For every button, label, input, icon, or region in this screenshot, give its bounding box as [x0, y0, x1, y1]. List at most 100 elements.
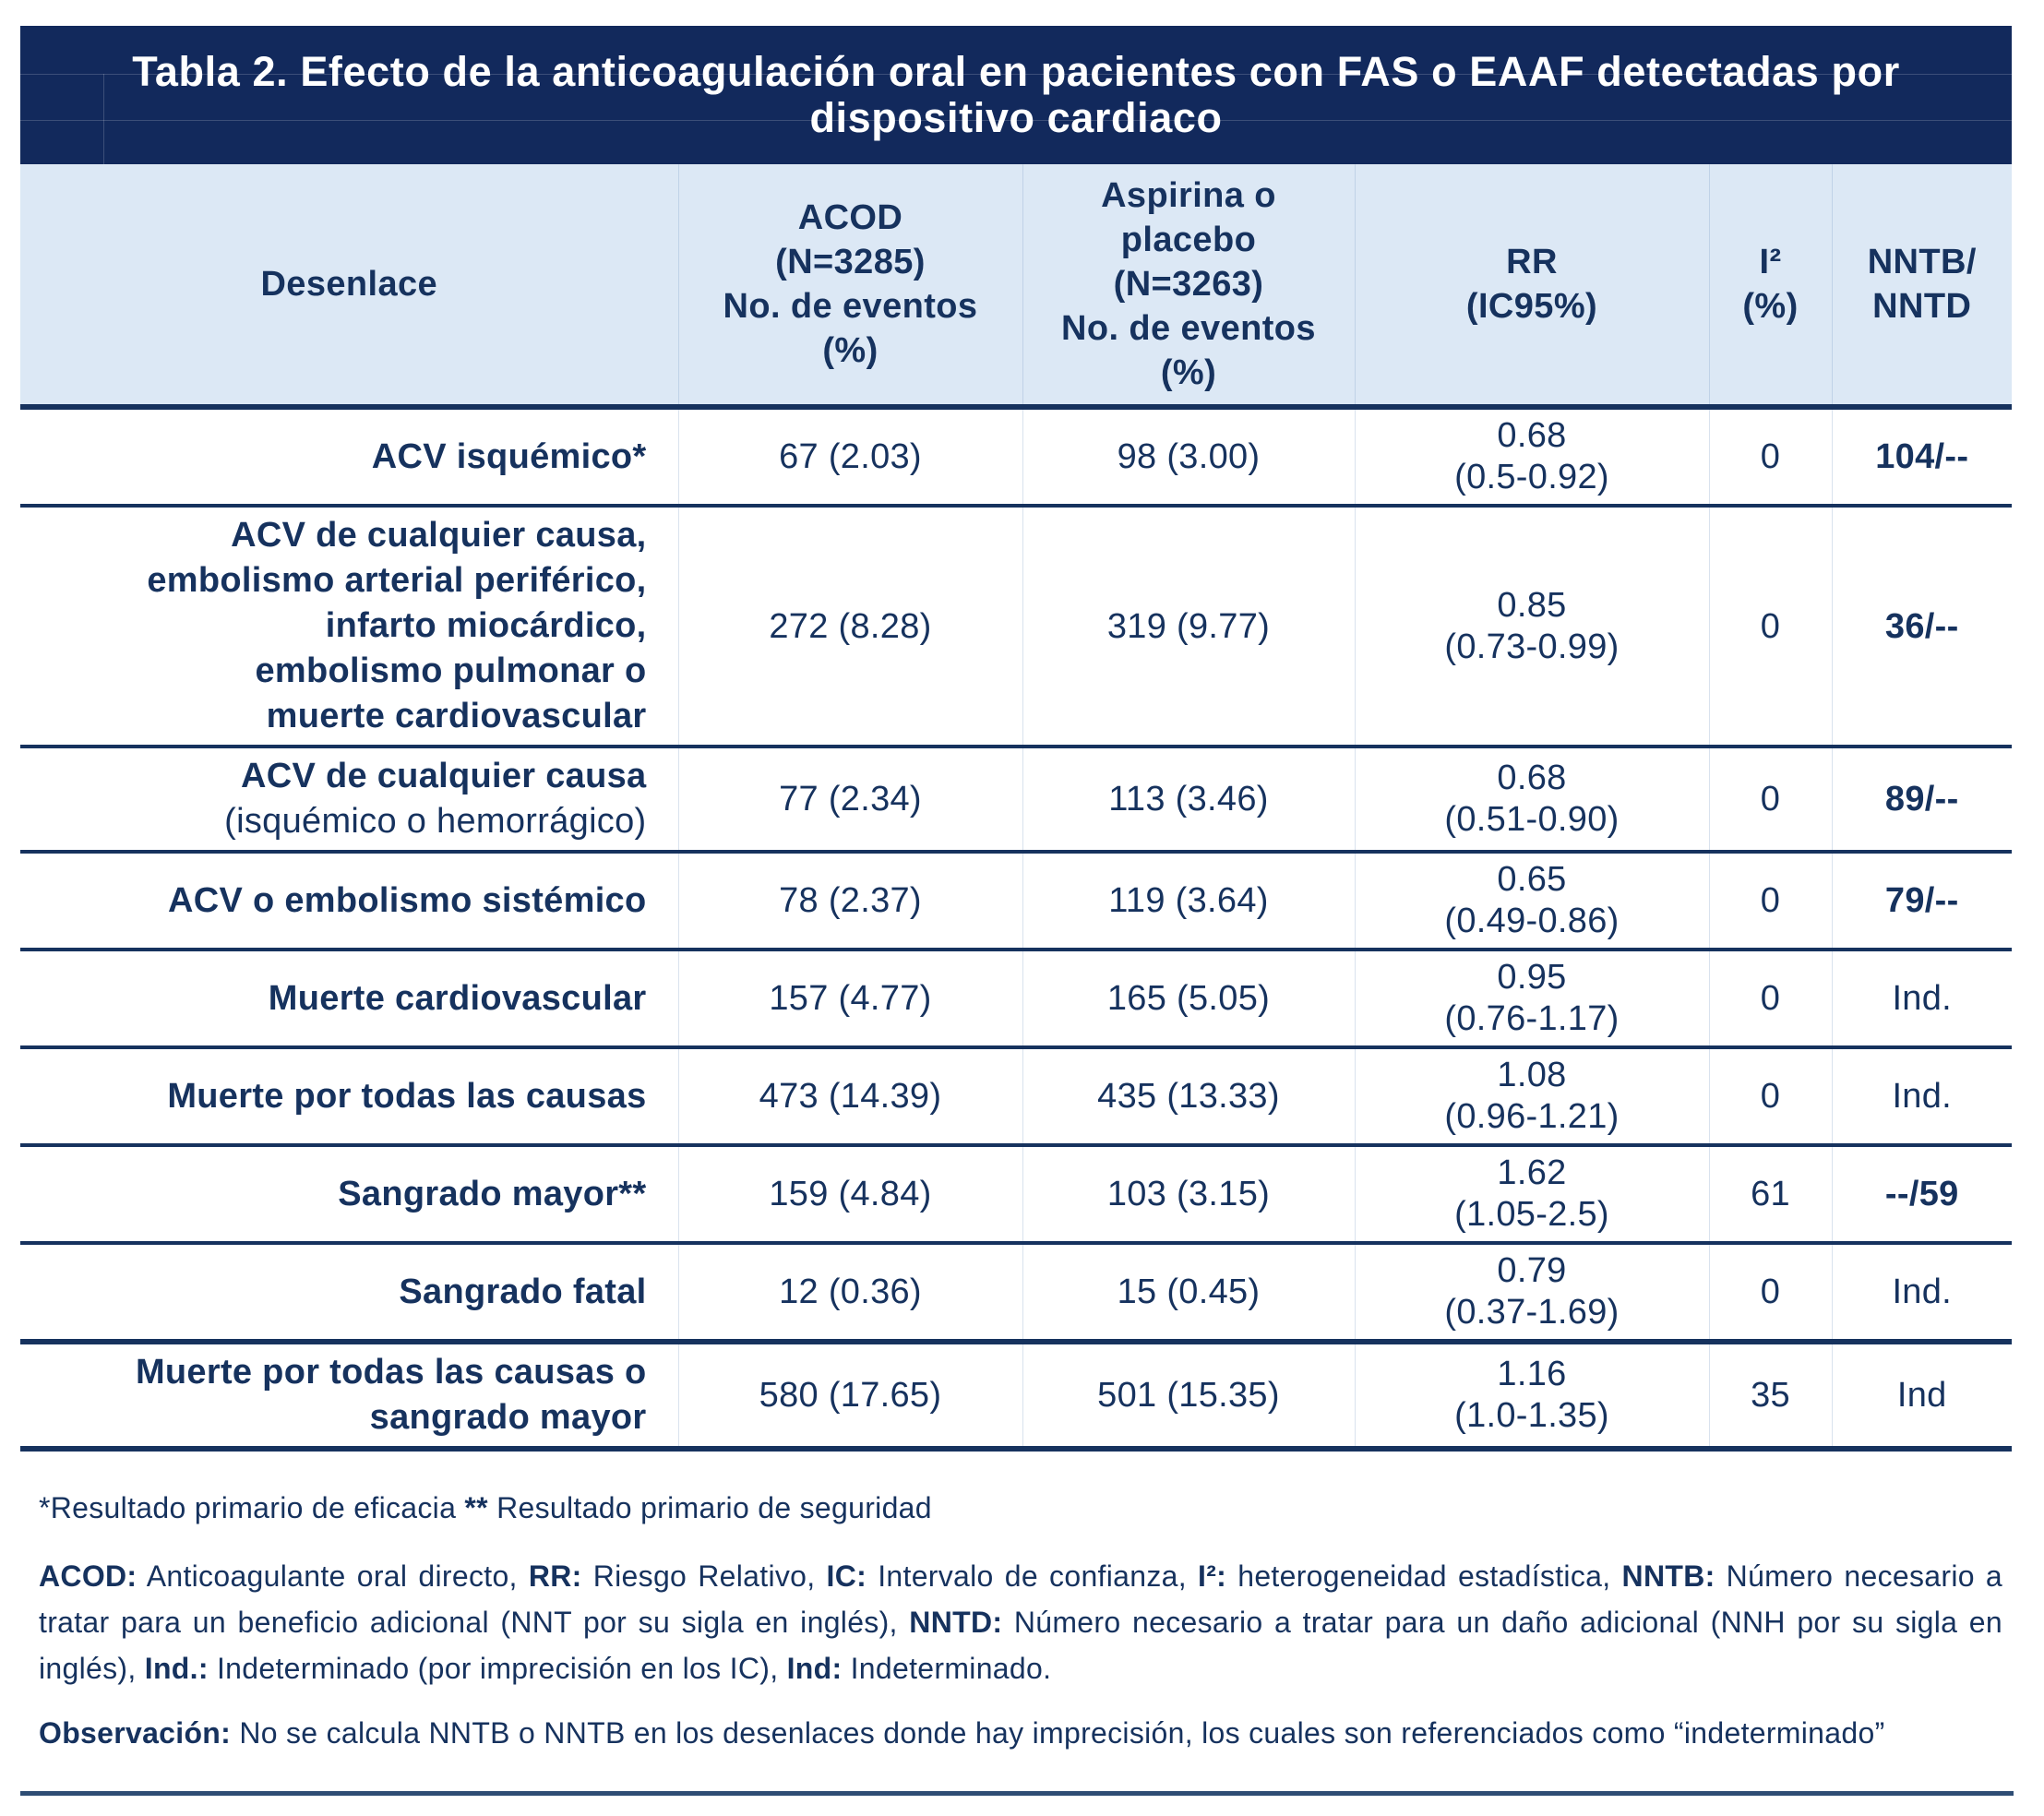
- nntb-value: Ind: [1831, 1342, 2012, 1449]
- i2-value: 0: [1708, 950, 1832, 1047]
- nntb-value: Ind.: [1831, 1243, 2012, 1342]
- footnotes: *Resultado primario de eficacia ** Resul…: [39, 1485, 2002, 1756]
- rr-value: 0.68: [1497, 416, 1567, 455]
- rr-value: 0.79: [1497, 1251, 1567, 1290]
- i2-value: 0: [1708, 506, 1832, 747]
- title-gridline: [20, 120, 2012, 121]
- abbrev-term: I²:: [1198, 1559, 1227, 1593]
- nntb-value: 36/--: [1831, 506, 2012, 747]
- abbrev-term: IC:: [826, 1559, 867, 1593]
- table-row: ACV isquémico* 67 (2.03) 98 (3.00) 0.68(…: [20, 407, 2012, 506]
- observation-label: Observación:: [39, 1716, 232, 1750]
- acod-value: 78 (2.37): [677, 852, 1022, 950]
- table-title: Tabla 2. Efecto de la anticoagulación or…: [20, 26, 2012, 164]
- acod-value: 159 (4.84): [677, 1145, 1022, 1243]
- rr-value: 0.85: [1497, 585, 1567, 625]
- rr-cell: 0.79 (0.37-1.69): [1354, 1243, 1709, 1342]
- acod-value: 157 (4.77): [677, 950, 1022, 1047]
- table-row: Muerte por todas las causas o sangrado m…: [20, 1342, 2012, 1449]
- col-header-acod: ACOD (N=3285) No. de eventos (%): [677, 164, 1022, 407]
- table-body: ACV isquémico* 67 (2.03) 98 (3.00) 0.68(…: [20, 407, 2012, 1449]
- outcome-cell: ACV de cualquier causa (isquémico o hemor…: [20, 747, 678, 852]
- rr-cell: 0.65 (0.49-0.86): [1354, 852, 1709, 950]
- outcome-cell: Sangrado mayor**: [20, 1145, 678, 1243]
- outcome-cell: Muerte por todas las causas o sangrado m…: [20, 1342, 678, 1449]
- col-header-nntb: NNTB/ NNTD: [1831, 164, 2012, 407]
- aspirin-value: 501 (15.35): [1022, 1342, 1355, 1449]
- rr-cell: 1.62 (1.05-2.5): [1354, 1145, 1709, 1243]
- table-row: Sangrado fatal 12 (0.36) 15 (0.45) 0.79(…: [20, 1243, 2012, 1342]
- i2-value: 0: [1708, 1243, 1832, 1342]
- rr-confidence-interval: (0.49-0.86): [1444, 902, 1620, 940]
- nntb-value: 79/--: [1831, 852, 2012, 950]
- outcomes-table: Desenlace ACOD (N=3285) No. de eventos (…: [20, 164, 2012, 1452]
- i2-value: 0: [1708, 407, 1832, 506]
- col-header-rr: RR (IC95%): [1354, 164, 1709, 407]
- outcome-label: ACV de cualquier causa, embolismo arteri…: [147, 516, 647, 735]
- rr-value: 0.68: [1497, 759, 1567, 797]
- footnote-observation: Observación: No se calcula NNTB o NNTB e…: [39, 1710, 2002, 1756]
- nntb-value: --/59: [1831, 1145, 2012, 1243]
- rr-cell: 1.16 (1.0-1.35): [1354, 1342, 1709, 1449]
- i2-value: 0: [1708, 852, 1832, 950]
- rr-confidence-interval: (0.76-1.17): [1444, 999, 1620, 1038]
- rr-cell: 0.85 (0.73-0.99): [1354, 506, 1709, 747]
- abbrev-def: heterogeneidad estadística,: [1226, 1559, 1622, 1593]
- rr-cell: 0.95 (0.76-1.17): [1354, 950, 1709, 1047]
- rr-confidence-interval: (0.51-0.90): [1444, 800, 1620, 839]
- col-header-i2: I² (%): [1708, 164, 1832, 407]
- i2-value: 35: [1708, 1342, 1832, 1449]
- i2-value: 0: [1708, 747, 1832, 852]
- col-header-desenlace: Desenlace: [20, 164, 678, 407]
- outcome-label: ACV de cualquier causa: [240, 757, 647, 795]
- outcome-label: ACV isquémico*: [371, 436, 647, 476]
- rr-cell: 0.68 (0.5-0.92): [1354, 407, 1709, 506]
- abbrev-term: ACOD:: [39, 1559, 137, 1593]
- abbrev-def: Riesgo Relativo,: [581, 1559, 827, 1593]
- footnote-text: Resultado primario de seguridad: [487, 1491, 932, 1524]
- rr-value: 1.62: [1497, 1153, 1567, 1192]
- aspirin-value: 435 (13.33): [1022, 1047, 1355, 1145]
- outcome-label: Sangrado fatal: [399, 1272, 647, 1311]
- i2-value: 61: [1708, 1145, 1832, 1243]
- table-row: ACV de cualquier causa, embolismo arteri…: [20, 506, 2012, 747]
- footnote-primary-endpoints: *Resultado primario de eficacia ** Resul…: [39, 1485, 2002, 1531]
- rr-value: 1.08: [1497, 1056, 1567, 1094]
- header-row: Desenlace ACOD (N=3285) No. de eventos (…: [20, 164, 2012, 407]
- bottom-divider: [20, 1791, 2014, 1796]
- outcome-cell: Muerte cardiovascular: [20, 950, 678, 1047]
- table-header: Desenlace ACOD (N=3285) No. de eventos (…: [20, 164, 2012, 407]
- footnote-asterisks: **: [464, 1491, 488, 1524]
- acod-value: 67 (2.03): [677, 407, 1022, 506]
- aspirin-value: 103 (3.15): [1022, 1145, 1355, 1243]
- observation-text: No se calcula NNTB o NNTB en los desenla…: [231, 1716, 1885, 1750]
- rr-cell: 0.68 (0.51-0.90): [1354, 747, 1709, 852]
- outcome-label: Muerte por todas las causas o sangrado m…: [135, 1353, 647, 1437]
- abbrev-def: Número necesario a tratar para un benefi…: [39, 1559, 2003, 1639]
- table-row: Muerte por todas las causas 473 (14.39) …: [20, 1047, 2012, 1145]
- outcome-cell: Sangrado fatal: [20, 1243, 678, 1342]
- acod-value: 272 (8.28): [677, 506, 1022, 747]
- outcome-sublabel: (isquémico o hemorrágico): [224, 802, 647, 841]
- table-row: Muerte cardiovascular 157 (4.77) 165 (5.…: [20, 950, 2012, 1047]
- acod-value: 12 (0.36): [677, 1243, 1022, 1342]
- outcome-cell: ACV o embolismo sistémico: [20, 852, 678, 950]
- aspirin-value: 15 (0.45): [1022, 1243, 1355, 1342]
- abbrev-def: Indeterminado (por imprecisión en los IC…: [208, 1652, 787, 1685]
- rr-value: 1.16: [1497, 1355, 1567, 1393]
- table-container: Tabla 2. Efecto de la anticoagulación or…: [20, 26, 2012, 1756]
- outcome-cell: ACV de cualquier causa, embolismo arteri…: [20, 506, 678, 747]
- outcome-cell: Muerte por todas las causas: [20, 1047, 678, 1145]
- col-header-aspirina: Aspirina o placebo (N=3263) No. de event…: [1022, 164, 1355, 407]
- aspirin-value: 119 (3.64): [1022, 852, 1355, 950]
- title-gridline: [20, 74, 2012, 75]
- rr-confidence-interval: (1.05-2.5): [1454, 1195, 1609, 1234]
- rr-confidence-interval: (1.0-1.35): [1454, 1396, 1609, 1435]
- table-row: Sangrado mayor** 159 (4.84) 103 (3.15) 1…: [20, 1145, 2012, 1243]
- title-gridline: [20, 164, 2012, 165]
- table-row: ACV o embolismo sistémico 78 (2.37) 119 …: [20, 852, 2012, 950]
- nntb-value: 89/--: [1831, 747, 2012, 852]
- abbrev-def: Anticoagulante oral directo,: [137, 1559, 529, 1593]
- outcome-label: Muerte por todas las causas: [167, 1076, 647, 1116]
- acod-value: 77 (2.34): [677, 747, 1022, 852]
